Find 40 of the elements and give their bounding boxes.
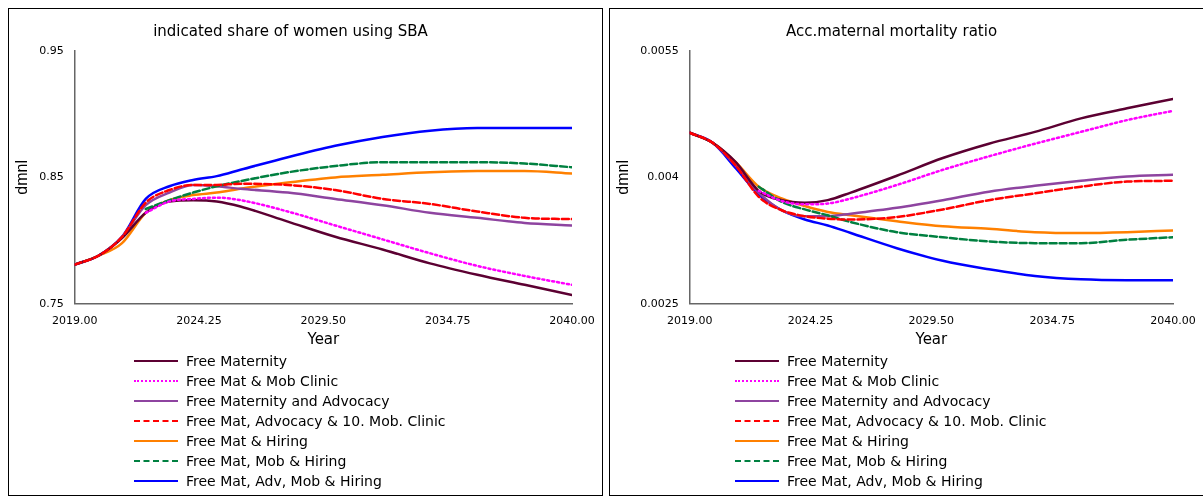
legend-label: Free Mat & Mob Clinic — [186, 372, 339, 391]
y-tick-label: 0.0055 — [640, 43, 679, 57]
legend-label: Free Mat, Mob & Hiring — [186, 452, 347, 471]
y-tick-label: 0.85 — [39, 170, 64, 184]
x-tick-label: 2029.50 — [908, 314, 955, 328]
legend-label: Free Maternity and Advocacy — [787, 392, 991, 411]
legend-label: Free Mat & Hiring — [186, 432, 308, 451]
x-tick-label: 2029.50 — [300, 314, 347, 328]
x-tick-label: 2024.25 — [176, 314, 222, 328]
y-tick-label: 0.95 — [39, 43, 64, 57]
y-tick-label: 0.75 — [39, 296, 64, 310]
x-tick-label: 2024.25 — [787, 314, 834, 328]
y-axis-title: dmnl — [13, 160, 31, 195]
x-tick-label: 2040.00 — [1150, 314, 1196, 328]
y-axis-title: dmnl — [614, 160, 632, 195]
x-tick-label: 2034.75 — [424, 314, 471, 328]
line-series — [144, 160, 572, 211]
legend-label: Free Mat, Advocacy & 10. Mob. Clinic — [186, 412, 446, 431]
legend-label: Free Maternity — [186, 352, 287, 371]
y-tick-label: 0.0025 — [640, 296, 679, 310]
legend-label: Free Mat, Advocacy & 10. Mob. Clinic — [787, 412, 1047, 431]
legend-label: Free Mat & Mob Clinic — [787, 372, 940, 391]
line-series — [757, 109, 1173, 206]
legend-label: Free Mat, Adv, Mob & Hiring — [186, 472, 382, 491]
x-axis-title: Year — [914, 329, 949, 348]
legend-label: Free Mat, Adv, Mob & Hiring — [787, 472, 983, 491]
x-axis-title: Year — [306, 329, 341, 348]
legend-label: Free Mat, Mob & Hiring — [787, 452, 948, 471]
chart-title: indicated share of women using SBA — [153, 21, 429, 40]
x-tick-label: 2019.00 — [51, 314, 98, 328]
legend-label: Free Mat & Hiring — [787, 432, 909, 451]
chart-title: Acc.maternal mortality ratio — [785, 21, 998, 40]
y-tick-label: 0.004 — [647, 170, 679, 184]
legend-label: Free Maternity and Advocacy — [186, 392, 390, 411]
x-tick-label: 2040.00 — [549, 314, 595, 328]
line-series — [757, 185, 1173, 245]
x-tick-label: 2019.00 — [666, 314, 713, 328]
x-tick-label: 2034.75 — [1029, 314, 1075, 328]
line-series — [144, 196, 572, 287]
legend-label: Free Maternity — [787, 352, 888, 371]
